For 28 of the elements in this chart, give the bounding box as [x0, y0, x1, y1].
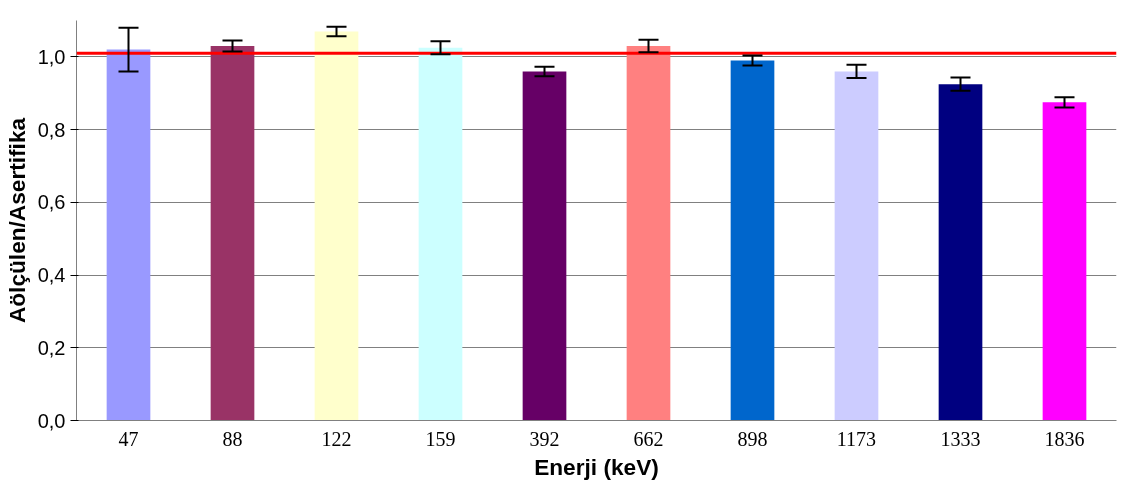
- bar: [730, 60, 775, 421]
- y-tick-label: 0,6: [37, 191, 66, 214]
- x-tick-label: 392: [529, 427, 560, 450]
- y-tick-label: 0,8: [37, 118, 66, 141]
- bar: [418, 47, 463, 421]
- bar: [938, 84, 983, 421]
- bar: [106, 49, 151, 421]
- bar: [834, 71, 879, 421]
- bar: [626, 45, 671, 421]
- y-tick-label: 1,0: [37, 45, 66, 68]
- y-tick-label: 0,4: [37, 264, 66, 287]
- bar: [314, 31, 359, 421]
- x-tick-label: 898: [737, 427, 768, 450]
- x-tick-label: 88: [222, 427, 243, 450]
- x-tick-label: 1173: [836, 427, 877, 450]
- y-tick-label: 0,0: [37, 409, 66, 432]
- x-axis-title: Enerji (keV): [534, 453, 659, 480]
- x-tick-label: 47: [118, 427, 139, 450]
- x-tick-label: 662: [633, 427, 664, 450]
- x-tick-label: 1333: [940, 427, 981, 450]
- x-tick-label: 122: [321, 427, 352, 450]
- bar: [210, 45, 255, 421]
- bar: [522, 71, 567, 421]
- y-tick-label: 0,2: [37, 336, 66, 359]
- y-axis-title: Aölçülen/Asertifika: [3, 117, 30, 324]
- bar: [1042, 102, 1087, 421]
- x-tick-label: 159: [425, 427, 456, 450]
- x-tick-label: 1836: [1044, 427, 1085, 450]
